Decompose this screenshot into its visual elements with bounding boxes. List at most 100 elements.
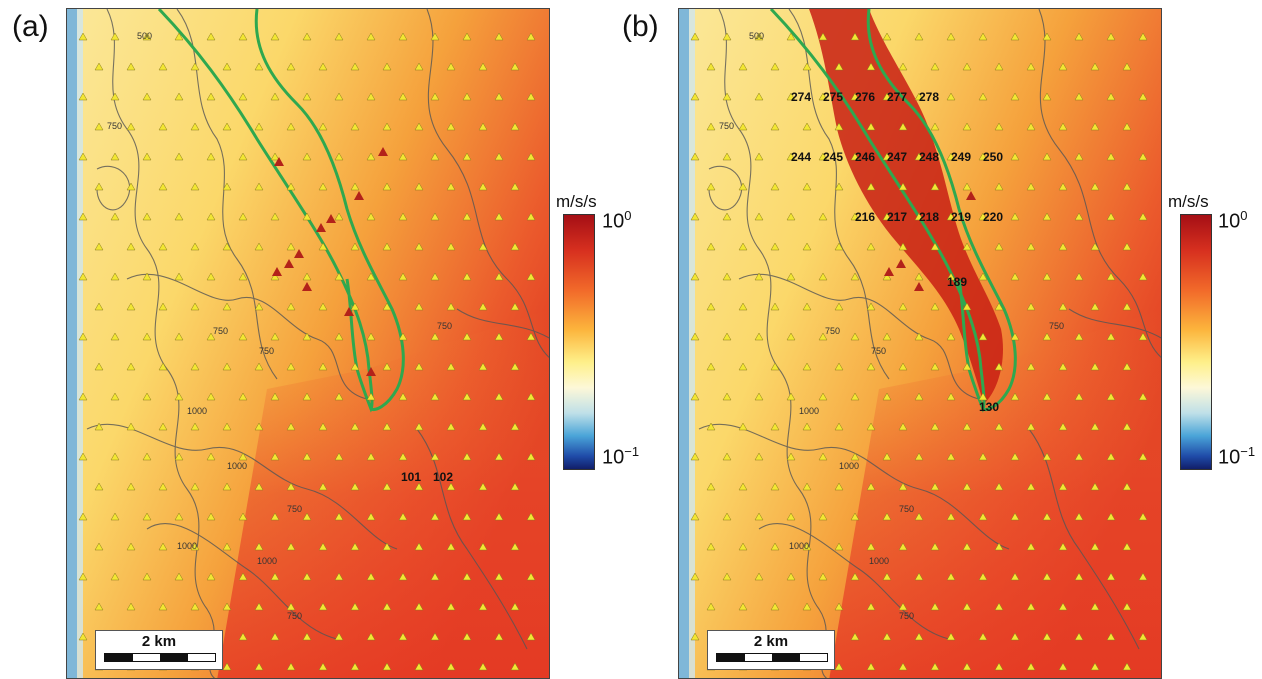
- station-marker: [222, 242, 232, 251]
- station-marker: [818, 92, 828, 101]
- station-marker: [1010, 152, 1020, 161]
- station-marker: [914, 332, 924, 341]
- station-marker: [382, 122, 392, 131]
- station-marker: [1138, 332, 1148, 341]
- station-marker: [1138, 152, 1148, 161]
- station-marker: [462, 632, 472, 641]
- station-marker: [898, 662, 908, 671]
- station-marker: [802, 182, 812, 191]
- station-marker: [1010, 452, 1020, 461]
- station-label: 249: [951, 150, 971, 164]
- station-marker: [398, 92, 408, 101]
- station-marker: [1058, 542, 1068, 551]
- station-marker: [690, 392, 700, 401]
- station-marker: [126, 182, 136, 191]
- station-marker: [930, 602, 940, 611]
- station-marker: [1010, 212, 1020, 221]
- station-marker: [238, 512, 248, 521]
- station-marker: [770, 242, 780, 251]
- station-marker: [914, 92, 924, 101]
- station-marker: [430, 632, 440, 641]
- station-marker: [1138, 32, 1148, 41]
- station-marker: [914, 632, 924, 641]
- station-marker: [462, 572, 472, 581]
- station-marker: [834, 602, 844, 611]
- station-marker: [754, 152, 764, 161]
- map-b-highlight-stations: [884, 191, 976, 291]
- station-marker: [850, 212, 860, 221]
- contour-label: 1000: [839, 461, 859, 471]
- station-marker: [818, 332, 828, 341]
- station-marker: [850, 92, 860, 101]
- station-marker: [738, 182, 748, 191]
- station-marker: [1074, 632, 1084, 641]
- station-marker: [738, 482, 748, 491]
- station-marker: [462, 212, 472, 221]
- station-marker: [302, 632, 312, 641]
- station-marker: [334, 92, 344, 101]
- station-marker: [914, 212, 924, 221]
- station-marker: [94, 362, 104, 371]
- station-marker: [350, 542, 360, 551]
- station-marker: [834, 662, 844, 671]
- contour-label: 1000: [177, 541, 197, 551]
- station-marker: [478, 482, 488, 491]
- contour-label: 1000: [789, 541, 809, 551]
- station-marker: [1026, 62, 1036, 71]
- station-marker: [722, 92, 732, 101]
- station-marker: [478, 662, 488, 671]
- contour-label: 750: [259, 346, 274, 356]
- station-label: 248: [919, 150, 939, 164]
- station-marker: [510, 422, 520, 431]
- station-marker: [930, 122, 940, 131]
- station-marker: [350, 302, 360, 311]
- station-marker: [722, 272, 732, 281]
- station-marker: [834, 362, 844, 371]
- station-marker: [850, 512, 860, 521]
- station-marker: [478, 122, 488, 131]
- station-marker: [286, 362, 296, 371]
- station-marker: [1106, 152, 1116, 161]
- station-marker: [850, 632, 860, 641]
- station-marker: [1090, 482, 1100, 491]
- station-marker: [414, 542, 424, 551]
- station-marker: [254, 662, 264, 671]
- map-b-station-grid: [690, 32, 1148, 671]
- station-marker: [286, 482, 296, 491]
- station-marker: [78, 32, 88, 41]
- station-marker: [414, 302, 424, 311]
- station-marker: [158, 542, 168, 551]
- station-marker: [882, 632, 892, 641]
- station-marker: [1042, 92, 1052, 101]
- contour-label: 750: [719, 121, 734, 131]
- station-marker: [978, 32, 988, 41]
- station-marker: [1106, 392, 1116, 401]
- station-marker: [1090, 422, 1100, 431]
- station-marker: [706, 122, 716, 131]
- station-marker: [254, 62, 264, 71]
- station-marker: [946, 92, 956, 101]
- station-marker: [526, 632, 536, 641]
- station-marker: [446, 242, 456, 251]
- station-marker: [706, 482, 716, 491]
- station-marker: [158, 122, 168, 131]
- station-marker: [318, 662, 328, 671]
- station-marker: [1106, 572, 1116, 581]
- station-marker: [946, 212, 956, 221]
- station-marker: [254, 182, 264, 191]
- station-marker: [174, 212, 184, 221]
- station-marker: [526, 92, 536, 101]
- station-marker: [142, 32, 152, 41]
- station-marker: [142, 152, 152, 161]
- station-marker: [850, 152, 860, 161]
- station-marker: [270, 332, 280, 341]
- station-marker: [446, 362, 456, 371]
- station-label: 219: [951, 210, 971, 224]
- station-marker: [1058, 362, 1068, 371]
- station-marker: [446, 122, 456, 131]
- station-marker: [222, 122, 232, 131]
- contour-label: 750: [107, 121, 122, 131]
- highlight-marker: [366, 367, 376, 376]
- station-marker: [786, 272, 796, 281]
- station-marker: [1106, 452, 1116, 461]
